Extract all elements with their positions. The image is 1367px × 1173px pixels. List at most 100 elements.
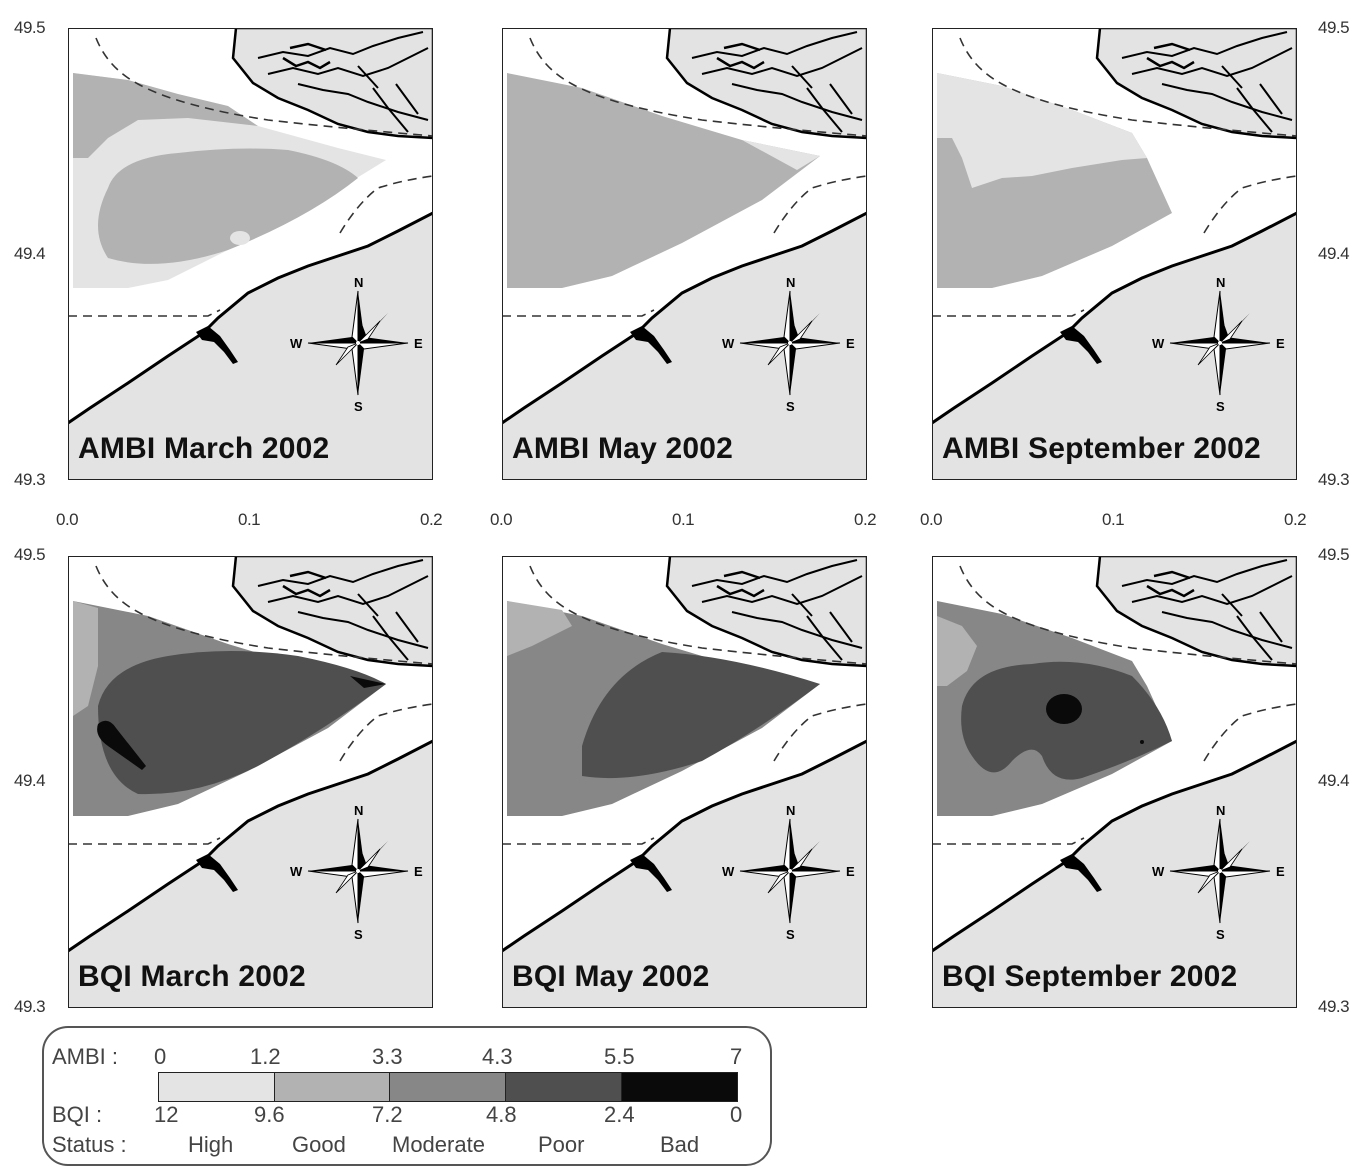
panel-title: AMBI March 2002 [78,432,330,465]
compass-e-label: E [846,864,855,879]
compass-s-label: S [354,927,363,942]
zone-poor [582,652,820,779]
legend-ambi-value: 4.3 [482,1044,513,1069]
y-tick-label: 49.3 [1318,997,1350,1016]
map-ambi-march: N S E W [68,28,433,480]
legend-status-label: Status : [52,1132,127,1157]
map-panel-ambi-may: N S E W AMBI May 2002 [502,28,867,480]
compass-rose: N S E W [290,803,423,942]
compass-w-label: W [722,864,735,879]
legend-bqi-value: 7.2 [372,1102,403,1127]
compass-w-label: W [722,336,735,351]
zone-good [98,148,358,264]
panel-title: BQI September 2002 [942,960,1238,993]
zone-good [73,601,98,716]
compass-n-label: N [1216,803,1225,818]
zone-good [507,601,572,656]
compass-w-label: W [290,864,303,879]
x-tick-label: 0.2 [420,510,443,529]
compass-e-label: E [414,336,423,351]
compass-rose: N S E W [1152,275,1285,414]
y-tick-label: 49.3 [1318,470,1350,489]
legend-ambi-value: 5.5 [604,1044,635,1069]
compass-s-label: S [1216,399,1225,414]
legend-ambi-value: 7 [730,1044,743,1069]
compass-w-label: W [1152,864,1165,879]
y-tick-label: 49.4 [14,771,46,790]
y-tick-label: 49.5 [1318,545,1350,564]
map-ambi-september: N S E W [932,28,1297,480]
map-panel-ambi-september: N S E W AMBI September 2002 [932,28,1297,480]
legend-status-high: High [188,1132,234,1157]
legend-status-bad: Bad [660,1132,700,1157]
y-tick-label: 49.5 [14,545,46,564]
compass-e-label: E [1276,336,1285,351]
map-panel-bqi-march: N S E W BQI March 2002 [68,556,433,1008]
panel-title: AMBI May 2002 [512,432,734,465]
compass-s-label: S [1216,927,1225,942]
compass-rose: N S E W [722,275,855,414]
compass-s-label: S [786,399,795,414]
legend-swatch-poor [505,1072,622,1102]
compass-n-label: N [786,803,795,818]
x-tick-label: 0.1 [672,510,695,529]
y-tick-label: 49.3 [14,997,46,1016]
x-tick-label: 0.0 [56,510,79,529]
legend-status-poor: Poor [538,1132,585,1157]
y-tick-label: 49.5 [1318,18,1350,37]
panel-title: BQI March 2002 [78,960,306,993]
x-tick-label: 0.1 [1102,510,1125,529]
map-bqi-may: N S E W [502,556,867,1008]
y-tick-label: 49.4 [14,244,46,263]
legend-swatch-moderate [389,1072,506,1102]
compass-e-label: E [414,864,423,879]
legend-swatch-high [158,1072,275,1102]
legend-bqi-value: 2.4 [604,1102,635,1127]
map-bqi-september: N S E W [932,556,1297,1008]
zone-good [73,73,258,158]
y-tick-label: 49.4 [1318,771,1350,790]
x-tick-label: 0.0 [920,510,943,529]
x-tick-label: 0.2 [1284,510,1307,529]
legend-swatch-bad [621,1072,738,1102]
legend-ambi-value: 1.2 [250,1044,281,1069]
compass-n-label: N [354,275,363,290]
legend-bqi-value: 0 [730,1102,743,1127]
map-bqi-march: N S E W [68,556,433,1008]
legend-ambi-value: 0 [154,1044,167,1069]
compass-s-label: S [354,399,363,414]
zone-bad [1046,694,1082,724]
panel-title: BQI May 2002 [512,960,710,993]
x-tick-label: 0.0 [490,510,513,529]
map-panel-bqi-may: N S E W BQI May 2002 [502,556,867,1008]
compass-e-label: E [846,336,855,351]
zone-bad [97,720,146,770]
compass-n-label: N [1216,275,1225,290]
legend-bqi-value: 12 [154,1102,179,1127]
x-tick-label: 0.2 [854,510,877,529]
compass-w-label: W [290,336,303,351]
compass-w-label: W [1152,336,1165,351]
zone-good [937,616,977,686]
legend-ambi-label: AMBI : [52,1044,119,1069]
legend-bqi-label: BQI : [52,1102,103,1127]
legend-frame [42,1026,772,1166]
compass-s-label: S [786,927,795,942]
y-tick-label: 49.3 [14,470,46,489]
y-tick-label: 49.5 [14,18,46,37]
compass-rose: N S E W [290,275,423,414]
map-ambi-may: N S E W [502,28,867,480]
compass-n-label: N [354,803,363,818]
zone-poor [98,651,386,795]
legend-bqi-value: 9.6 [254,1102,285,1127]
map-panel-bqi-september: N S E W BQI September 2002 [932,556,1297,1008]
legend-swatch-good [274,1072,390,1102]
panel-title: AMBI September 2002 [942,432,1261,465]
y-tick-label: 49.4 [1318,244,1350,263]
legend-status-moderate: Moderate [392,1132,485,1157]
x-tick-label: 0.1 [238,510,261,529]
compass-rose: N S E W [722,803,855,942]
compass-e-label: E [1276,864,1285,879]
compass-rose: N S E W [1152,803,1285,942]
legend-status-good: Good [292,1132,346,1157]
